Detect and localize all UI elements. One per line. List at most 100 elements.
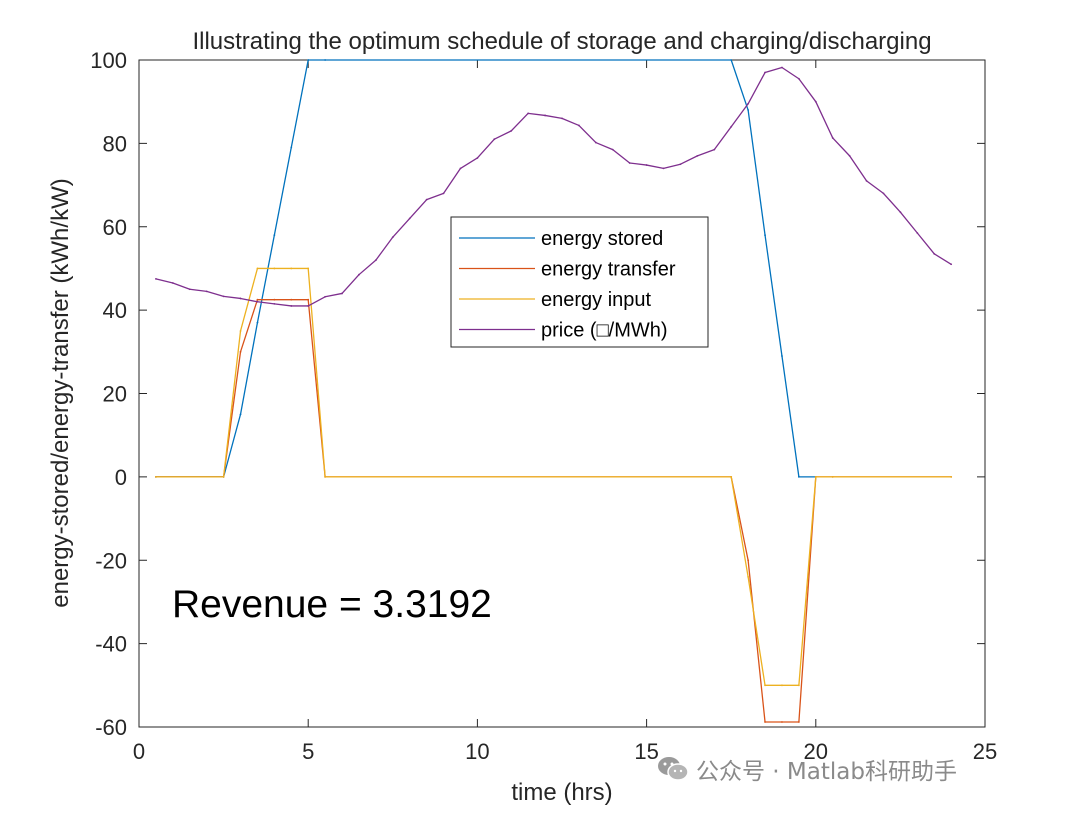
plot-area xyxy=(138,59,986,728)
data-point xyxy=(290,146,293,149)
data-point xyxy=(561,117,563,120)
data-point xyxy=(662,167,665,170)
data-point xyxy=(256,300,259,303)
data-point xyxy=(239,350,242,353)
series-line xyxy=(155,59,816,478)
data-point xyxy=(155,277,157,280)
revenue-annotation: Revenue = 3.3192 xyxy=(172,583,492,626)
series-line xyxy=(155,66,952,307)
data-point xyxy=(222,475,225,478)
data-point xyxy=(324,59,327,61)
y-tick-label: -60 xyxy=(95,715,127,740)
x-tick-label: 25 xyxy=(973,739,997,764)
data-point xyxy=(290,267,293,270)
data-point xyxy=(578,124,580,127)
x-tick-label: 5 xyxy=(302,739,314,764)
data-point xyxy=(933,252,936,255)
data-point xyxy=(747,576,750,578)
data-point xyxy=(307,267,310,270)
data-point xyxy=(544,114,546,117)
data-point xyxy=(171,282,174,284)
wechat-icon xyxy=(658,757,689,781)
data-point xyxy=(273,298,276,301)
data-point xyxy=(476,157,479,159)
data-point xyxy=(205,290,208,293)
data-point xyxy=(781,66,783,69)
y-tick-label: 20 xyxy=(103,382,127,407)
x-tick-label: 20 xyxy=(804,739,828,764)
data-point xyxy=(747,559,750,562)
legend: energy stored energy transfer energy input… xyxy=(450,216,709,348)
y-tick-label: 0 xyxy=(115,465,127,490)
data-point xyxy=(781,684,783,687)
data-point xyxy=(730,475,733,478)
y-axis-label: energy-stored/energy-transfer (kWh/kW) xyxy=(47,178,74,607)
data-point xyxy=(764,684,766,687)
x-tick-label: 10 xyxy=(465,739,489,764)
data-point xyxy=(781,355,783,357)
x-tick-label: 0 xyxy=(133,739,145,764)
data-point xyxy=(797,721,800,723)
watermark-text: 公众号 · Matlab科研助手 xyxy=(696,759,957,785)
chart-title: Illustrating the optimum schedule of sto… xyxy=(192,28,931,55)
data-point xyxy=(797,475,800,478)
data-point xyxy=(848,154,851,157)
data-point xyxy=(425,198,428,201)
data-point xyxy=(916,232,919,234)
data-point xyxy=(730,59,733,61)
y-tick-label: 80 xyxy=(103,131,127,156)
data-point xyxy=(493,138,496,141)
data-point xyxy=(374,259,377,261)
axis-ticks: 0 5 10 15 20 25 -60 -40 -20 0 20 40 60 80 100 xyxy=(90,48,997,764)
legend-box xyxy=(450,216,709,348)
data-point xyxy=(594,141,597,144)
data-point xyxy=(239,297,242,300)
data-point xyxy=(307,298,310,301)
data-point xyxy=(273,234,276,236)
data-point xyxy=(273,267,276,270)
y-tick-label: -40 xyxy=(95,632,127,657)
data-point xyxy=(730,125,733,128)
data-point xyxy=(459,167,462,170)
series-group xyxy=(155,66,953,307)
data-point xyxy=(831,137,834,139)
data-point xyxy=(307,305,310,307)
data-point xyxy=(324,475,327,478)
data-point xyxy=(611,148,614,151)
data-point xyxy=(764,71,766,74)
data-point xyxy=(256,267,259,270)
y-tick-label: -20 xyxy=(95,548,127,573)
data-point xyxy=(527,112,530,115)
data-point xyxy=(510,129,513,132)
watermark: 公众号 · Matlab科研助手 xyxy=(656,752,957,786)
data-point xyxy=(814,475,817,478)
data-point xyxy=(442,192,445,195)
data-point xyxy=(273,302,276,305)
data-point xyxy=(764,234,766,236)
data-point xyxy=(797,684,800,687)
data-point xyxy=(645,164,648,166)
data-point xyxy=(865,179,868,182)
legend-label: price (□/MWh) xyxy=(541,320,668,342)
legend-label: energy stored xyxy=(541,228,663,250)
data-point xyxy=(950,475,953,478)
data-point xyxy=(713,148,716,151)
data-point xyxy=(290,305,293,307)
data-point xyxy=(290,298,293,301)
data-point xyxy=(239,330,242,332)
data-point xyxy=(391,236,394,239)
data-point xyxy=(256,321,259,324)
data-point xyxy=(950,263,953,266)
legend-label: energy input xyxy=(541,289,652,311)
data-point xyxy=(628,162,631,164)
data-point xyxy=(764,721,766,723)
data-point xyxy=(882,192,885,195)
data-point xyxy=(781,721,783,723)
x-tick-label: 15 xyxy=(634,739,658,764)
x-axis-label: time (hrs) xyxy=(511,779,612,806)
data-point xyxy=(747,102,750,105)
data-point xyxy=(814,100,817,103)
y-tick-label: 100 xyxy=(90,48,127,73)
series-layer xyxy=(155,59,953,723)
data-point xyxy=(155,475,157,478)
